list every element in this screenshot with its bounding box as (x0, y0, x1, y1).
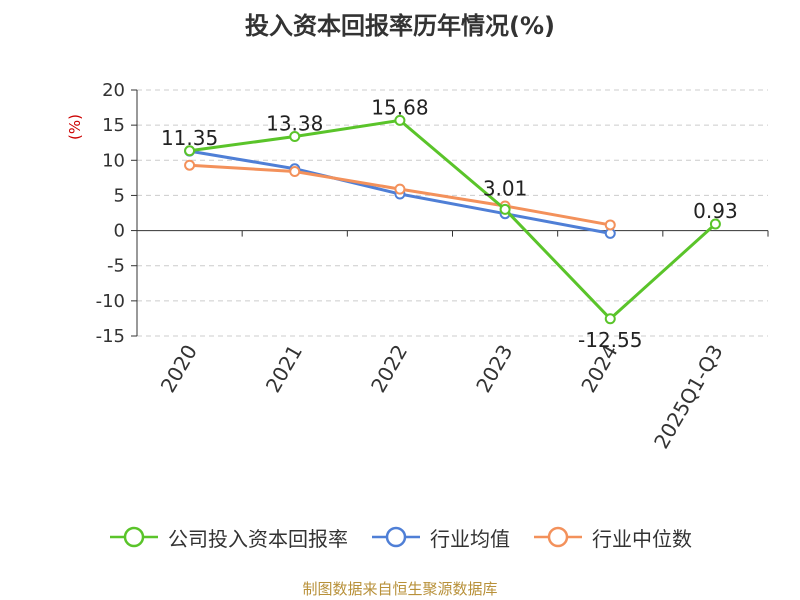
data-point-0 (604, 313, 616, 325)
y-tick-label: -5 (107, 256, 125, 277)
series (184, 114, 721, 325)
x-tick-label: 2022 (366, 341, 412, 397)
data-label: 11.35 (161, 126, 218, 150)
grid-lines (137, 89, 768, 337)
legend-item-company[interactable]: 公司投入资本回报率 (108, 523, 348, 552)
x-tick-label: 2025Q1-Q3 (649, 341, 728, 453)
data-point-2 (289, 166, 301, 178)
legend-swatch-company (110, 526, 158, 548)
y-tick-label: 20 (102, 80, 125, 101)
x-tick-label: 2023 (471, 341, 517, 397)
x-tick-label: 2021 (261, 341, 307, 397)
data-label: 3.01 (483, 176, 528, 200)
x-tick-label: 2020 (156, 341, 202, 397)
data-point-0 (709, 218, 721, 230)
data-label: 13.38 (266, 112, 323, 136)
legend: 公司投入资本回报率 行业均值 行业中位数 (0, 522, 800, 552)
legend-item-industry-mean[interactable]: 行业均值 (370, 523, 510, 552)
y-tick-label: -10 (96, 291, 125, 312)
data-point-0 (499, 203, 511, 215)
data-labels: 11.35 13.38 15.68 3.01 -12.55 0.93 (161, 95, 738, 351)
legend-item-industry-median[interactable]: 行业中位数 (532, 523, 692, 552)
legend-swatch-industry-mean (372, 526, 420, 548)
y-tick-label: 15 (102, 115, 125, 136)
data-point-0 (394, 114, 406, 126)
legend-label-industry-median: 行业中位数 (592, 526, 692, 551)
legend-label-industry-mean: 行业均值 (430, 526, 510, 551)
series-line-0 (189, 118, 717, 321)
data-label: -12.55 (578, 328, 642, 352)
source-note: 制图数据来自恒生聚源数据库 (302, 580, 498, 598)
data-label: 15.68 (371, 95, 428, 119)
data-point-0 (184, 145, 196, 157)
y-axis-label: (%) (66, 114, 84, 140)
legend-label-company: 公司投入资本回报率 (168, 526, 348, 551)
y-tick-label: 10 (102, 150, 125, 171)
data-point-2 (184, 159, 196, 171)
y-tick-label: -15 (96, 326, 125, 347)
legend-swatch-industry-median (534, 526, 582, 548)
y-tick-label: 5 (114, 185, 125, 206)
data-point-2 (604, 219, 616, 231)
data-point-2 (394, 183, 406, 195)
data-point-0 (289, 131, 301, 143)
chart-title: 投入资本回报率历年情况(%) (245, 12, 555, 40)
data-label: 0.93 (693, 199, 738, 223)
y-tick-label: 0 (114, 221, 125, 242)
